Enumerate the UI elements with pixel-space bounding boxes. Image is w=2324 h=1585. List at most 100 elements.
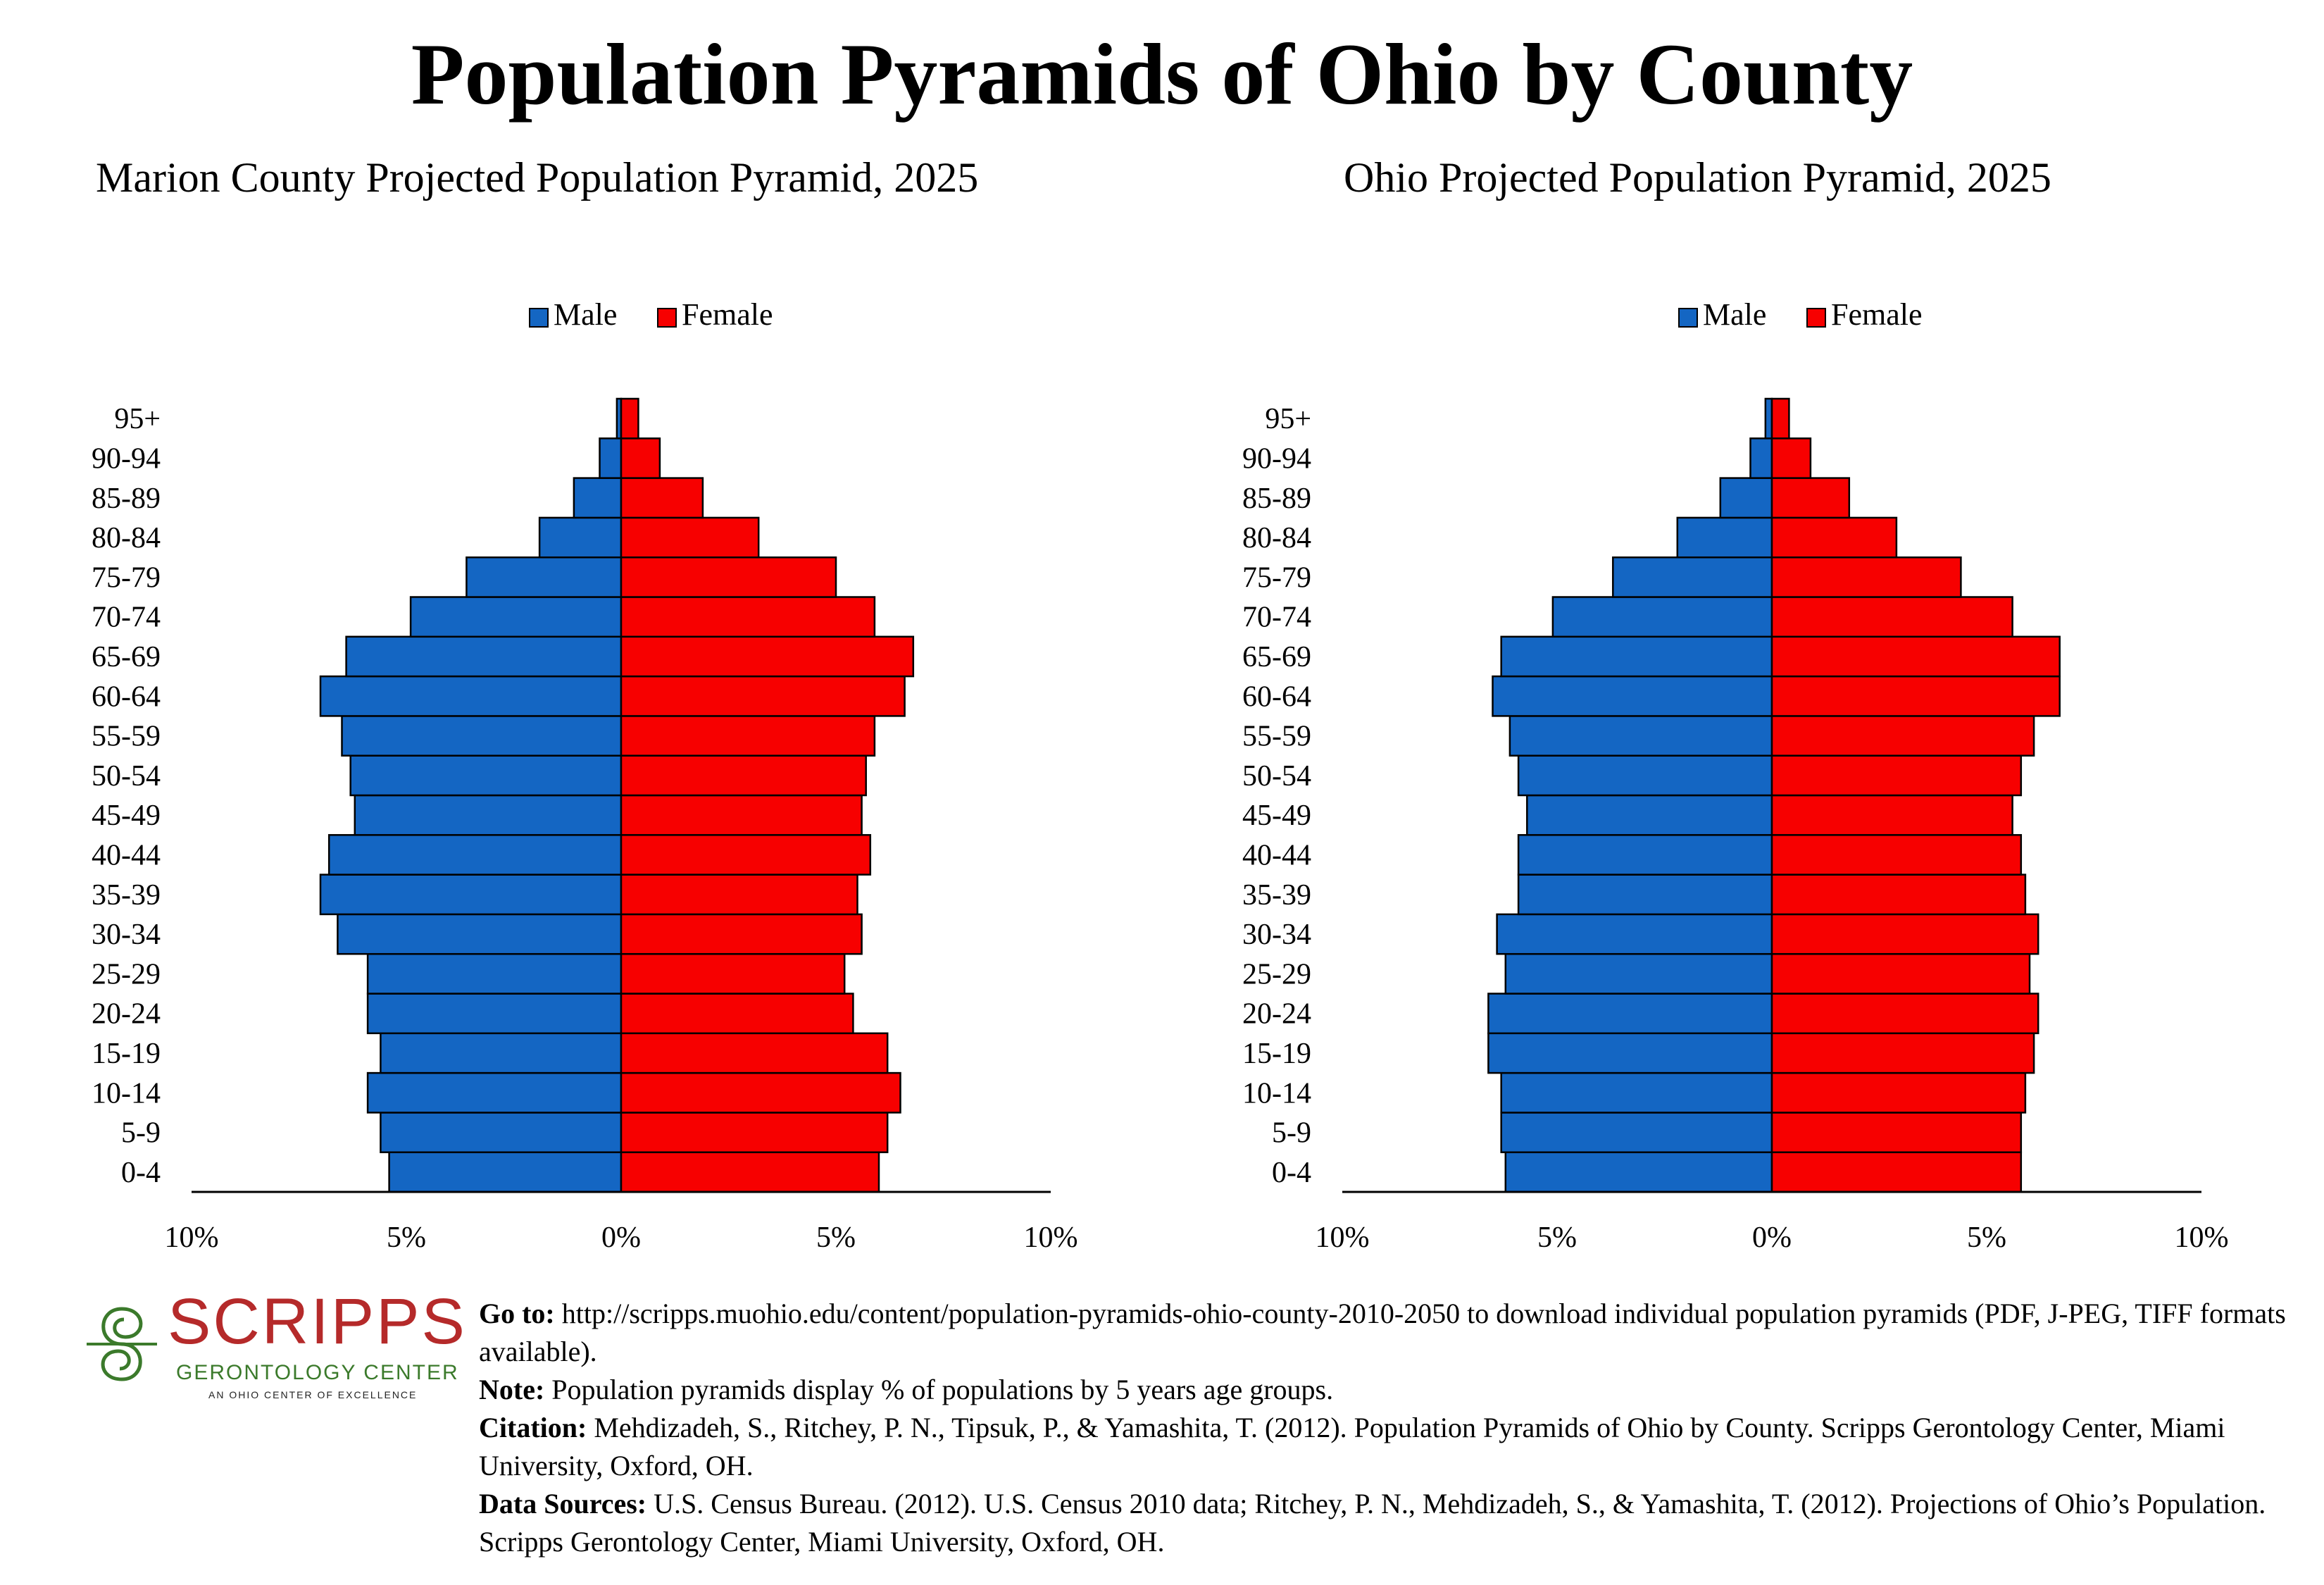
category-label-75-79: 75-79 bbox=[92, 561, 161, 594]
bar-male-30-34 bbox=[1496, 913, 1773, 955]
chart-title-0: Marion County Projected Population Pyram… bbox=[96, 154, 978, 201]
bar-female-70-74 bbox=[620, 596, 876, 638]
scripps-logo: SCRIPPS GERONTOLOGY CENTER AN OHIO CENTE… bbox=[83, 1289, 465, 1402]
bar-female-15-19 bbox=[1770, 1032, 2035, 1074]
category-label-80-84: 80-84 bbox=[92, 522, 161, 554]
bar-male-35-39 bbox=[319, 874, 623, 916]
category-label-50-54: 50-54 bbox=[1242, 760, 1311, 792]
bar-female-55-59 bbox=[1770, 715, 2035, 757]
bar-female-20-24 bbox=[620, 993, 854, 1035]
bar-male-50-54 bbox=[1517, 754, 1773, 797]
bar-female-80-84 bbox=[620, 516, 760, 559]
category-label-30-34: 30-34 bbox=[92, 919, 161, 951]
bar-male-50-54 bbox=[349, 754, 623, 797]
bar-male-70-74 bbox=[1551, 596, 1773, 638]
legend-label-female: Female bbox=[1831, 297, 1923, 332]
category-label-40-44: 40-44 bbox=[92, 839, 161, 871]
bar-male-90-94 bbox=[1749, 437, 1773, 479]
category-label-45-49: 45-49 bbox=[1242, 800, 1311, 832]
bar-female-30-34 bbox=[1770, 913, 2039, 955]
category-label-20-24: 20-24 bbox=[1242, 998, 1311, 1031]
bar-male-40-44 bbox=[1517, 834, 1773, 876]
page-title: Population Pyramids of Ohio by County bbox=[411, 26, 1913, 123]
category-label-10-14: 10-14 bbox=[1242, 1077, 1311, 1110]
bar-male-65-69 bbox=[345, 635, 623, 678]
bar-male-55-59 bbox=[1508, 715, 1773, 757]
category-label-80-84: 80-84 bbox=[1242, 522, 1311, 554]
pyramid-charts: Marion County Projected Population Pyram… bbox=[92, 154, 2229, 1254]
category-label-30-34: 30-34 bbox=[1242, 919, 1311, 951]
category-label-10-14: 10-14 bbox=[92, 1077, 161, 1110]
bar-female-85-89 bbox=[620, 477, 704, 519]
bar-male-40-44 bbox=[327, 834, 623, 876]
bar-female-90-94 bbox=[620, 437, 661, 479]
category-label-55-59: 55-59 bbox=[1242, 721, 1311, 753]
bar-female-75-79 bbox=[620, 556, 837, 598]
category-label-90-94: 90-94 bbox=[92, 442, 161, 475]
bar-female-15-19 bbox=[620, 1032, 889, 1074]
swirl-logo-icon bbox=[87, 1307, 157, 1381]
category-label-0-4: 0-4 bbox=[121, 1157, 161, 1189]
category-label-95+: 95+ bbox=[1265, 403, 1311, 435]
x-tick-label: 5% bbox=[1967, 1222, 2006, 1254]
legend-label-male: Male bbox=[554, 297, 617, 332]
footer-citation: Citation: Mehdizadeh, S., Ritchey, P. N.… bbox=[479, 1409, 2310, 1485]
category-label-90-94: 90-94 bbox=[1242, 442, 1311, 475]
bar-female-45-49 bbox=[1770, 794, 2013, 836]
bar-female-90-94 bbox=[1770, 437, 1812, 479]
category-label-55-59: 55-59 bbox=[92, 721, 161, 753]
bar-female-75-79 bbox=[1770, 556, 1962, 598]
bar-male-15-19 bbox=[380, 1032, 623, 1074]
x-tick-label: 5% bbox=[1537, 1222, 1577, 1254]
bar-male-10-14 bbox=[366, 1071, 623, 1114]
footer-note: Note: Population pyramids display % of p… bbox=[479, 1371, 2310, 1409]
bar-male-10-14 bbox=[1500, 1071, 1773, 1114]
category-label-25-29: 25-29 bbox=[92, 958, 161, 990]
category-label-45-49: 45-49 bbox=[92, 800, 161, 832]
bar-male-25-29 bbox=[366, 952, 623, 995]
category-label-65-69: 65-69 bbox=[1242, 641, 1311, 673]
bar-female-80-84 bbox=[1770, 516, 1898, 559]
bar-female-10-14 bbox=[620, 1071, 901, 1114]
bar-female-0-4 bbox=[620, 1151, 880, 1193]
category-label-50-54: 50-54 bbox=[92, 760, 161, 792]
bar-male-60-64 bbox=[319, 675, 623, 717]
bar-female-5-9 bbox=[620, 1112, 889, 1153]
category-label-85-89: 85-89 bbox=[92, 483, 161, 515]
bar-male-30-34 bbox=[337, 913, 623, 955]
bar-female-35-39 bbox=[1770, 874, 2027, 916]
logo-subtitle: GERONTOLOGY CENTER bbox=[176, 1361, 459, 1384]
bar-female-35-39 bbox=[620, 874, 858, 916]
sources-text: U.S. Census Bureau. (2012). U.S. Census … bbox=[479, 1488, 2266, 1558]
bar-male-15-19 bbox=[1487, 1032, 1773, 1074]
category-label-25-29: 25-29 bbox=[1242, 958, 1311, 990]
bar-male-20-24 bbox=[366, 993, 623, 1035]
bar-male-5-9 bbox=[380, 1112, 623, 1153]
note-label: Note: bbox=[479, 1374, 545, 1405]
bar-female-95+ bbox=[1770, 397, 1790, 440]
legend-swatch-female bbox=[657, 308, 677, 328]
category-label-15-19: 15-19 bbox=[92, 1038, 161, 1070]
bar-male-45-49 bbox=[1526, 794, 1773, 836]
x-tick-label: 5% bbox=[387, 1222, 426, 1254]
category-label-20-24: 20-24 bbox=[92, 998, 161, 1031]
bar-male-0-4 bbox=[388, 1151, 623, 1193]
legend-swatch-female bbox=[1806, 308, 1826, 328]
category-label-5-9: 5-9 bbox=[121, 1117, 161, 1150]
sources-label: Data Sources: bbox=[479, 1488, 647, 1519]
x-tick-label: 10% bbox=[1024, 1222, 1078, 1254]
category-label-60-64: 60-64 bbox=[1242, 680, 1311, 713]
category-label-60-64: 60-64 bbox=[92, 680, 161, 713]
goto-text: http://scripps.muohio.edu/content/popula… bbox=[479, 1298, 2286, 1367]
chart-title-1: Ohio Projected Population Pyramid, 2025 bbox=[1344, 154, 2051, 201]
legend-swatch-male bbox=[1678, 308, 1698, 328]
legend-label-male: Male bbox=[1703, 297, 1766, 332]
bar-female-45-49 bbox=[620, 794, 863, 836]
bar-female-0-4 bbox=[1770, 1151, 2023, 1193]
bar-male-85-89 bbox=[1719, 477, 1773, 519]
bar-male-0-4 bbox=[1504, 1151, 1773, 1193]
bar-male-85-89 bbox=[573, 477, 623, 519]
footer-notes: Go to: http://scripps.muohio.edu/content… bbox=[479, 1295, 2310, 1561]
bar-female-40-44 bbox=[620, 834, 872, 876]
bar-female-20-24 bbox=[1770, 993, 2039, 1035]
